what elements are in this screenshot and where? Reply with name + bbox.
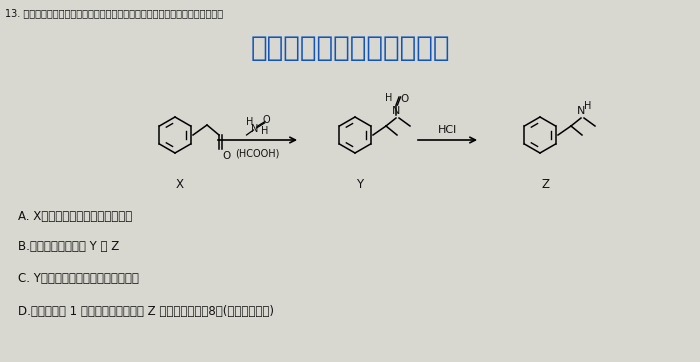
Text: X: X xyxy=(176,178,184,191)
Text: N: N xyxy=(392,106,400,116)
Text: H: H xyxy=(246,117,253,127)
Text: H: H xyxy=(385,93,393,103)
Text: O: O xyxy=(222,151,230,161)
Text: A. X分子中所有碳原子可能共平面: A. X分子中所有碳原子可能共平面 xyxy=(18,210,132,223)
Text: H: H xyxy=(584,101,592,111)
Text: Y: Y xyxy=(356,178,363,191)
Text: HCl: HCl xyxy=(438,125,457,135)
Text: N: N xyxy=(577,106,585,116)
Text: O: O xyxy=(400,94,408,104)
Text: D.苯环上只有 1 个取代基且含氨基的 Z 的同分异构体有8种(不含立体异构): D.苯环上只有 1 个取代基且含氨基的 Z 的同分异构体有8种(不含立体异构) xyxy=(18,305,274,318)
Text: B.能用銀氨溶液鉴别 Y 与 Z: B.能用銀氨溶液鉴别 Y 与 Z xyxy=(18,240,119,253)
Text: N: N xyxy=(251,124,258,134)
Text: Z: Z xyxy=(541,178,549,191)
Text: (HCOOH): (HCOOH) xyxy=(235,149,280,159)
Text: 微信公众号关注：趣找答案: 微信公众号关注：趣找答案 xyxy=(251,34,449,62)
Text: O: O xyxy=(262,115,270,125)
Text: 13. 有机物名是一种常用的农板哑答剂，其某种合成路线如下，下列说法错误的是: 13. 有机物名是一种常用的农板哑答剂，其某种合成路线如下，下列说法错误的是 xyxy=(5,8,223,18)
Text: C. Y可以发生取代、加成和氧化反应: C. Y可以发生取代、加成和氧化反应 xyxy=(18,272,139,285)
Text: H: H xyxy=(261,126,268,136)
